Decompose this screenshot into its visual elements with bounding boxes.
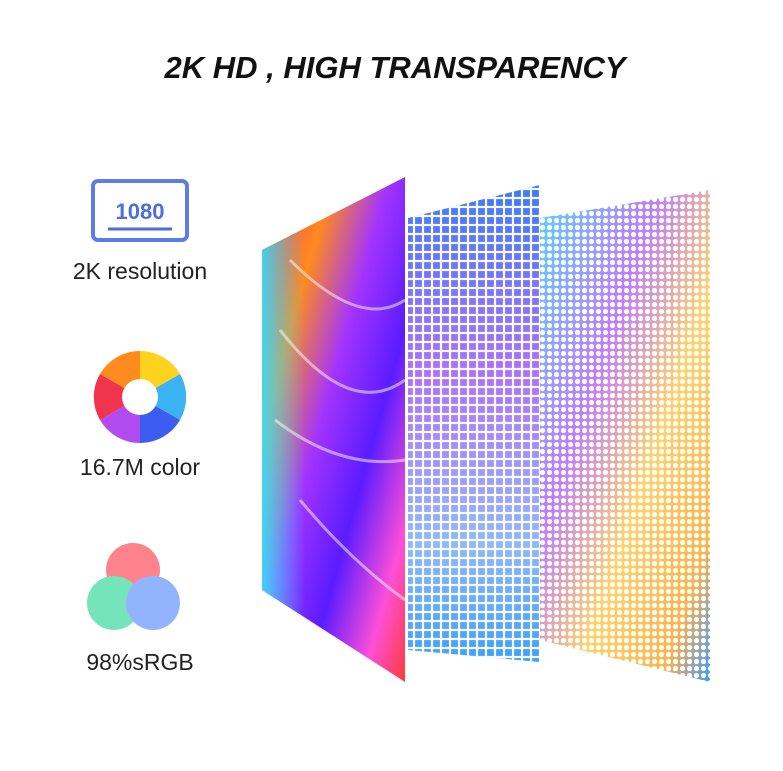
- resolution-icon: 1080: [91, 179, 189, 242]
- srgb-icon: [87, 543, 180, 630]
- pixel-layer: [540, 190, 710, 682]
- image-lines: [274, 258, 406, 602]
- screen-layers: [262, 177, 710, 682]
- image-glow: [262, 177, 405, 682]
- title: 2K HD , HIGH TRANSPARENCY: [163, 50, 628, 85]
- feature-label: 16.7M color: [80, 454, 201, 480]
- feature-label: 2K resolution: [73, 258, 207, 284]
- feature-label: 98%sRGB: [86, 649, 193, 675]
- color-wheel-icon: [93, 350, 187, 444]
- icon-text: 1080: [116, 199, 165, 224]
- grid-overlay: [408, 185, 540, 662]
